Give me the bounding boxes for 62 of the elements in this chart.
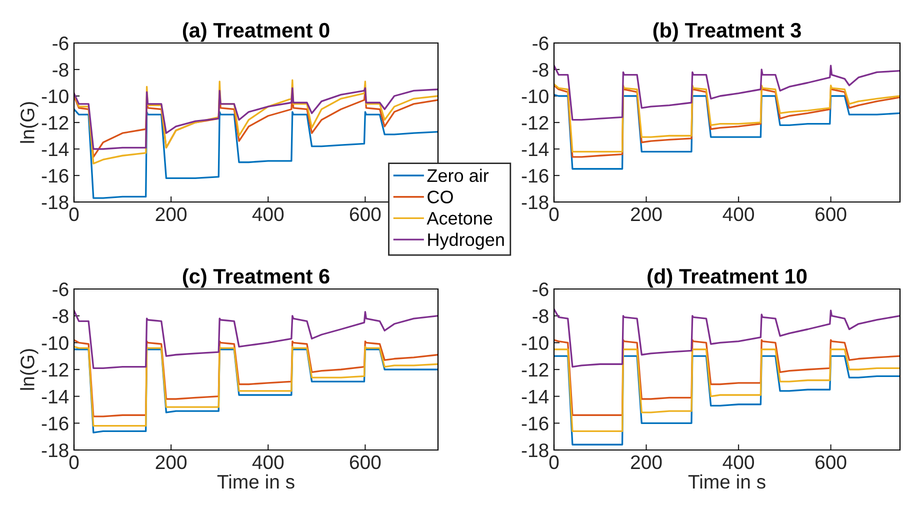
y-tick-label: -16 <box>522 416 548 430</box>
y-axis-title: ln(G) <box>20 349 38 390</box>
y-tick-label: -10 <box>522 336 548 350</box>
line-series <box>74 79 438 164</box>
y-tick-label: -6 <box>52 282 68 296</box>
y-tick-label: -8 <box>532 309 548 324</box>
y-tick-label: -16 <box>42 416 68 430</box>
x-tick-label: 0 <box>69 207 79 222</box>
x-axis-title: Time in s <box>217 474 294 489</box>
chart-title: (b) Treatment 3 <box>653 22 801 42</box>
x-axis-title: Time in s <box>688 474 766 489</box>
y-tick-label: -8 <box>52 62 68 77</box>
legend-label: Hydrogen <box>428 232 504 250</box>
y-tick-label: -12 <box>42 116 68 130</box>
legend-label: CO <box>428 190 453 204</box>
y-tick-label: -8 <box>532 62 548 77</box>
x-tick-label: 0 <box>549 207 559 222</box>
y-tick-label: -6 <box>532 282 548 296</box>
x-tick-label: 0 <box>549 455 559 470</box>
y-tick-label: -18 <box>522 195 548 210</box>
line-series <box>554 64 900 121</box>
y-tick-label: -6 <box>52 36 68 50</box>
y-tick-label: -14 <box>522 142 549 156</box>
y-tick-label: -14 <box>42 142 69 156</box>
y-tick-label: -18 <box>42 195 68 210</box>
x-tick-label: 600 <box>816 207 846 222</box>
x-tick-label: 200 <box>631 455 662 470</box>
x-tick-label: 400 <box>252 455 284 470</box>
y-axis-title: ln(G) <box>20 102 38 143</box>
legend-label: Zero air <box>427 168 489 182</box>
y-tick-label: -12 <box>522 362 548 377</box>
x-tick-label: 200 <box>156 455 187 470</box>
line-series <box>554 348 900 432</box>
y-tick-label: -18 <box>42 443 68 458</box>
y-tick-label: -14 <box>42 390 69 404</box>
x-tick-label: 400 <box>722 455 754 470</box>
y-tick-label: -14 <box>522 390 549 404</box>
chart-title: (a) Treatment 0 <box>182 22 330 42</box>
chart-title: (d) Treatment 10 <box>648 268 807 288</box>
y-tick-label: -10 <box>522 89 548 104</box>
legend-label: Acetone <box>426 212 492 225</box>
x-tick-label: 600 <box>816 455 846 470</box>
x-tick-label: 600 <box>350 207 381 222</box>
x-tick-label: 400 <box>722 207 754 222</box>
y-tick-label: -6 <box>532 36 548 50</box>
x-tick-label: 600 <box>350 455 381 470</box>
line-series <box>554 308 900 368</box>
line-series <box>554 94 900 170</box>
y-tick-label: -18 <box>522 443 548 458</box>
chart-title: (c) Treatment 6 <box>182 268 330 288</box>
y-tick-label: -12 <box>42 362 68 377</box>
y-tick-label: -16 <box>42 168 68 183</box>
y-tick-label: -12 <box>522 116 548 130</box>
y-tick-label: -10 <box>42 89 68 104</box>
x-tick-label: 200 <box>631 207 662 222</box>
x-tick-label: 400 <box>252 207 284 222</box>
x-tick-label: 0 <box>69 455 79 470</box>
y-tick-label: -10 <box>42 336 68 350</box>
y-tick-label: -16 <box>522 168 548 183</box>
y-tick-label: -8 <box>52 309 68 324</box>
line-series <box>74 310 438 369</box>
x-tick-label: 200 <box>156 207 187 222</box>
